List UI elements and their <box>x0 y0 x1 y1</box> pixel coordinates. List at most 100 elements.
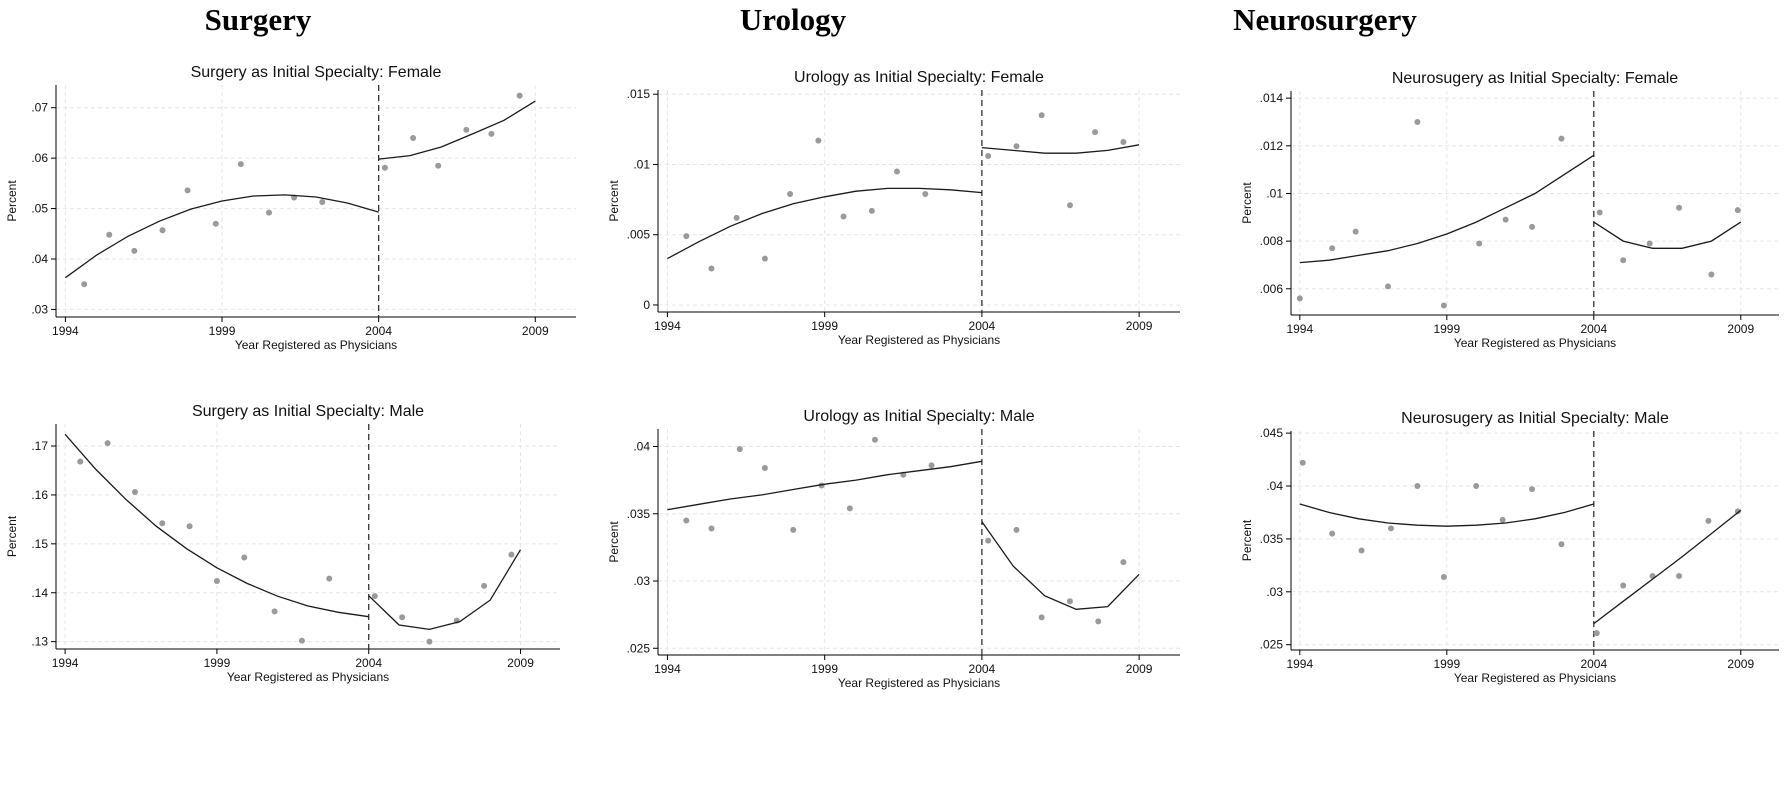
y-tick-label: .05 <box>31 202 48 216</box>
data-point <box>508 551 515 558</box>
data-point <box>1038 614 1045 621</box>
data-point <box>1329 530 1336 537</box>
y-tick-label: .04 <box>1266 479 1283 493</box>
data-point <box>840 213 847 220</box>
x-tick-label: 1999 <box>209 324 236 338</box>
data-point <box>159 520 166 527</box>
data-point <box>481 582 488 589</box>
data-point <box>1299 459 1306 466</box>
data-point <box>1414 483 1421 490</box>
x-tick-label: 1999 <box>1433 657 1460 671</box>
data-point <box>326 575 333 582</box>
data-point <box>1646 240 1653 247</box>
x-tick-label: 1999 <box>811 319 838 333</box>
x-tick-label: 1999 <box>811 662 838 676</box>
x-axis-title: Year Registered as Physicians <box>1454 336 1616 350</box>
data-point <box>1352 228 1359 235</box>
fit-line-before <box>1299 154 1595 264</box>
y-axis-title: Percent <box>1240 519 1254 561</box>
data-point <box>985 537 992 544</box>
column-title-surgery: Surgery <box>204 2 312 37</box>
data-point <box>81 281 88 288</box>
data-point <box>985 153 992 160</box>
y-tick-label: .012 <box>1260 139 1284 153</box>
y-axis-title: Percent <box>5 515 19 557</box>
chart-surgery-female: Surgery as Initial Specialty: Female .03.… <box>5 64 576 352</box>
y-axis-title: Percent <box>5 180 19 222</box>
data-point <box>1620 257 1627 264</box>
data-point <box>1414 118 1421 125</box>
y-tick-label: 0 <box>643 298 650 312</box>
column-title-neurosurgery: Neurosurgery <box>1233 2 1417 37</box>
y-tick-label: .04 <box>31 252 48 266</box>
chart-title: Neurosugery as Initial Specialty: Female <box>1392 70 1678 87</box>
data-point <box>928 462 935 469</box>
chart-urology-male: Urology as Initial Specialty: Male .025 .0… <box>607 408 1180 690</box>
data-point <box>1558 135 1565 142</box>
data-point <box>708 265 715 272</box>
x-tick-label: 1994 <box>1286 657 1313 671</box>
y-tick-label: .025 <box>1260 638 1284 652</box>
data-point <box>271 608 278 615</box>
data-point <box>213 578 220 585</box>
data-point <box>1593 630 1600 637</box>
y-tick-label: .025 <box>627 641 651 655</box>
chart-title: Urology as Initial Specialty: Male <box>803 408 1034 425</box>
data-point <box>1095 618 1102 625</box>
data-point <box>922 190 929 197</box>
x-tick-label: 2004 <box>355 656 382 670</box>
fit-line-after <box>368 549 522 631</box>
x-tick-label: 2009 <box>1727 657 1754 671</box>
x-tick-label: 1994 <box>52 656 79 670</box>
y-tick-label: .17 <box>31 439 48 453</box>
data-point <box>1529 223 1536 230</box>
data-point <box>399 614 406 621</box>
y-tick-label: .03 <box>31 302 48 316</box>
x-tick-label: 2004 <box>365 324 392 338</box>
x-tick-label: 2004 <box>969 662 996 676</box>
x-tick-label: 2004 <box>969 319 996 333</box>
x-tick-label: 1994 <box>654 319 681 333</box>
data-point <box>77 458 84 465</box>
data-point <box>131 488 138 495</box>
data-point <box>790 526 797 533</box>
data-point <box>1013 526 1020 533</box>
data-point <box>787 190 794 197</box>
data-point <box>1529 486 1536 493</box>
data-point <box>159 227 166 234</box>
data-point <box>104 440 111 447</box>
data-point <box>463 126 470 133</box>
y-tick-label: .13 <box>31 635 48 649</box>
data-point <box>1385 283 1392 290</box>
y-tick-label: .006 <box>1260 282 1284 296</box>
fit-line-after <box>981 144 1140 154</box>
chart-urology-female: Urology as Initial Specialty: Female 0 .00… <box>607 69 1180 347</box>
fit-line-after <box>378 100 536 160</box>
x-tick-label: 1994 <box>52 324 79 338</box>
data-point <box>131 247 138 254</box>
data-point <box>1013 143 1020 150</box>
chart-neurosurgery-female: Neurosugery as Initial Specialty: Female… <box>1240 70 1779 350</box>
y-tick-label: .014 <box>1260 91 1284 105</box>
data-point <box>683 517 690 524</box>
data-point <box>1499 516 1506 523</box>
x-tick-label: 2009 <box>1126 319 1153 333</box>
data-point <box>488 130 495 137</box>
x-axis-title: Year Registered as Physicians <box>1454 671 1616 685</box>
data-point <box>1296 295 1303 302</box>
data-point <box>184 187 191 194</box>
data-point <box>815 137 822 144</box>
data-point <box>708 525 715 532</box>
x-tick-label: 2004 <box>1580 657 1607 671</box>
data-point <box>1734 508 1741 515</box>
y-tick-label: .008 <box>1260 234 1284 248</box>
data-point <box>319 199 326 206</box>
data-point <box>893 168 900 175</box>
data-point <box>371 593 378 600</box>
data-point <box>1502 216 1509 223</box>
data-point <box>1092 129 1099 136</box>
data-point <box>1473 483 1480 490</box>
x-tick-label: 2004 <box>1580 322 1607 336</box>
y-tick-label: .07 <box>31 101 48 115</box>
